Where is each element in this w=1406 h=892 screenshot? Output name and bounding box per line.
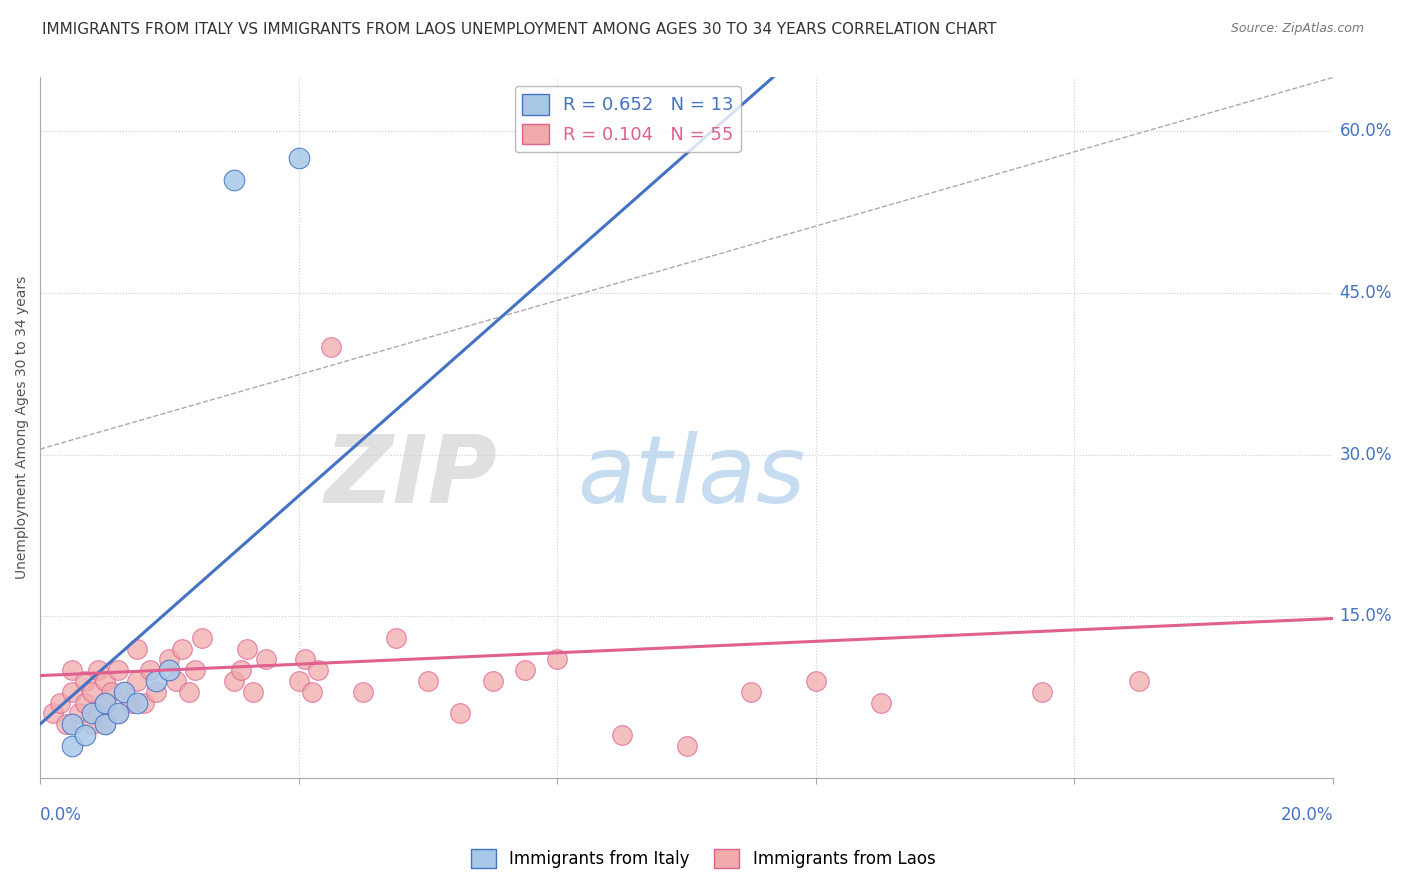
Point (254, 652, 277, 666)
Point (125, 696, 148, 710)
Point (80, 685, 103, 699)
Point (481, 673, 503, 688)
Point (675, 739, 697, 753)
Point (287, 151, 309, 165)
Point (125, 673, 148, 688)
Point (352, 685, 374, 699)
Point (62, 663, 84, 677)
Point (307, 663, 329, 677)
Point (1031, 685, 1053, 699)
Point (190, 631, 212, 645)
Point (94, 673, 117, 688)
Point (80, 717, 103, 731)
Point (42, 706, 65, 721)
Point (62, 685, 84, 699)
Point (62, 717, 84, 731)
Text: 20.0%: 20.0% (1281, 806, 1333, 824)
Legend: Immigrants from Italy, Immigrants from Laos: Immigrants from Italy, Immigrants from L… (464, 842, 942, 875)
Point (287, 673, 309, 688)
Point (513, 663, 536, 677)
Point (100, 685, 122, 699)
Point (80, 706, 103, 721)
Point (184, 663, 207, 677)
Point (67, 706, 90, 721)
Point (222, 173, 245, 187)
Point (157, 663, 180, 677)
Point (94, 696, 117, 710)
Point (94, 717, 117, 731)
Point (112, 685, 135, 699)
Point (107, 706, 129, 721)
Text: 60.0%: 60.0% (1340, 122, 1392, 140)
Point (229, 663, 252, 677)
Text: ZIP: ZIP (325, 431, 498, 523)
Point (157, 652, 180, 666)
Point (107, 663, 129, 677)
Point (94, 717, 117, 731)
Point (165, 673, 187, 688)
Point (75, 728, 97, 742)
Text: IMMIGRANTS FROM ITALY VS IMMIGRANTS FROM LAOS UNEMPLOYMENT AMONG AGES 30 TO 34 Y: IMMIGRANTS FROM ITALY VS IMMIGRANTS FROM… (42, 22, 997, 37)
Point (242, 685, 264, 699)
Point (75, 673, 97, 688)
Point (546, 652, 568, 666)
Point (222, 673, 245, 688)
Point (139, 663, 162, 677)
Legend: R = 0.652   N = 13, R = 0.104   N = 55: R = 0.652 N = 13, R = 0.104 N = 55 (515, 87, 741, 152)
Point (294, 652, 316, 666)
Text: atlas: atlas (576, 431, 804, 522)
Point (87, 706, 110, 721)
Point (87, 663, 110, 677)
Point (55, 717, 77, 731)
Point (145, 673, 167, 688)
Point (319, 340, 342, 354)
Point (384, 631, 406, 645)
Point (449, 706, 471, 721)
Point (62, 739, 84, 753)
Point (75, 696, 97, 710)
Point (177, 685, 200, 699)
Point (416, 673, 439, 688)
Point (610, 728, 633, 742)
Text: Source: ZipAtlas.com: Source: ZipAtlas.com (1230, 22, 1364, 36)
Y-axis label: Unemployment Among Ages 30 to 34 years: Unemployment Among Ages 30 to 34 years (15, 277, 30, 579)
Point (740, 685, 762, 699)
Point (869, 696, 891, 710)
Text: 0.0%: 0.0% (41, 806, 82, 824)
Point (236, 641, 259, 656)
Point (48, 696, 70, 710)
Point (132, 696, 155, 710)
Text: 30.0%: 30.0% (1340, 446, 1392, 464)
Point (1128, 673, 1150, 688)
Point (120, 696, 142, 710)
Point (94, 696, 117, 710)
Text: 45.0%: 45.0% (1340, 284, 1392, 302)
Point (301, 685, 323, 699)
Point (172, 641, 194, 656)
Text: 15.0%: 15.0% (1340, 607, 1392, 625)
Point (145, 685, 167, 699)
Point (804, 673, 827, 688)
Point (107, 706, 129, 721)
Point (112, 685, 135, 699)
Point (125, 641, 148, 656)
